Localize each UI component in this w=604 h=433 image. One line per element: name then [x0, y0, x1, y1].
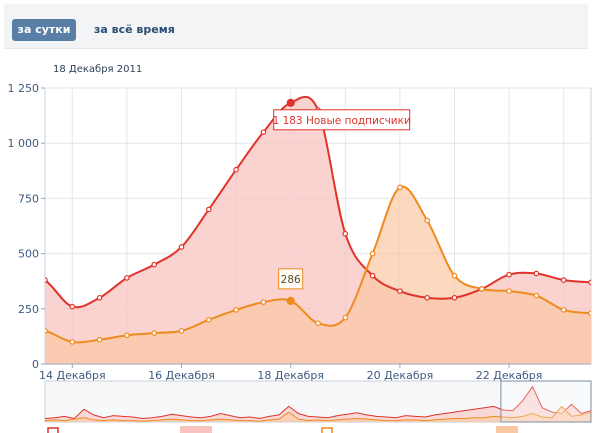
data-point [369, 272, 376, 279]
data-point [478, 286, 485, 292]
data-point [342, 230, 349, 237]
legend-checkbox-2 [321, 427, 333, 433]
legend-swatch-1 [180, 426, 212, 433]
data-point [69, 339, 76, 345]
series-line-2 [45, 185, 591, 344]
plot-series [45, 95, 591, 364]
x-tick-label: 20 Декабря [367, 369, 434, 382]
data-point [588, 279, 591, 286]
data-point [45, 328, 48, 334]
data-point [260, 129, 267, 135]
y-tick-label: 1 250 [8, 82, 40, 95]
data-point [342, 314, 349, 321]
x-tick-label: 22 Декабря [476, 369, 543, 382]
series-area-1 [45, 96, 591, 364]
data-point [151, 330, 158, 336]
data-point [506, 271, 512, 278]
data-point [533, 270, 540, 277]
data-point [286, 98, 295, 107]
series-line-1 [45, 95, 591, 309]
tooltip-primary: 1 183 Новые подписчики [273, 109, 411, 131]
series-area-2 [45, 186, 591, 364]
data-point [151, 261, 158, 268]
tab-per-day[interactable]: за сутки [12, 19, 76, 41]
data-point [451, 272, 458, 279]
data-point [69, 303, 76, 310]
data-point [369, 250, 376, 257]
data-point [96, 336, 103, 343]
data-point [424, 217, 431, 224]
data-point [96, 294, 103, 301]
y-tick-label: 750 [18, 192, 39, 205]
navigator-line-2 [44, 405, 592, 422]
data-point [397, 288, 403, 294]
data-point [286, 296, 295, 305]
data-point [560, 277, 567, 283]
data-point [45, 277, 48, 283]
tooltip-secondary-text: 286 [281, 274, 301, 286]
data-point [424, 294, 431, 301]
navigator-area-1 [45, 386, 591, 422]
data-point [260, 299, 267, 305]
y-tick-label: 0 [32, 358, 39, 371]
data-point [124, 275, 130, 281]
legend-swatch-2 [496, 426, 518, 433]
tooltip-primary-box [273, 109, 411, 131]
navigator-line-1 [44, 385, 592, 419]
y-tick-label: 1 000 [8, 137, 40, 150]
tab-all-time[interactable]: за всё время [94, 23, 175, 36]
data-point [533, 292, 540, 299]
x-tick-label: 14 Декабря [39, 369, 106, 382]
tooltip-secondary-box [278, 268, 304, 290]
navigator-selection [500, 380, 592, 423]
data-point [233, 166, 239, 173]
data-point [315, 320, 321, 326]
y-tick-label: 500 [18, 248, 39, 261]
legend-checkbox-1 [47, 427, 59, 433]
data-point [206, 317, 212, 323]
data-point [506, 288, 512, 294]
data-point [124, 332, 130, 339]
data-point [397, 184, 403, 191]
data-point [178, 244, 185, 250]
x-tick-label: 16 Декабря [148, 369, 215, 382]
tooltip-secondary: 286 [278, 268, 304, 290]
data-point [451, 294, 458, 301]
tooltip-primary-text: 1 183 Новые подписчики [273, 115, 411, 127]
x-tick-label: 18 Декабря [257, 369, 324, 382]
data-point [206, 206, 212, 213]
data-point [178, 328, 185, 334]
selected-date-label: 18 Декабря 2011 [53, 64, 143, 75]
data-point [233, 307, 239, 313]
data-point [588, 310, 591, 317]
period-toolbar: за сутки за всё время [4, 4, 588, 49]
data-point [560, 307, 567, 313]
y-tick-label: 250 [18, 303, 39, 316]
